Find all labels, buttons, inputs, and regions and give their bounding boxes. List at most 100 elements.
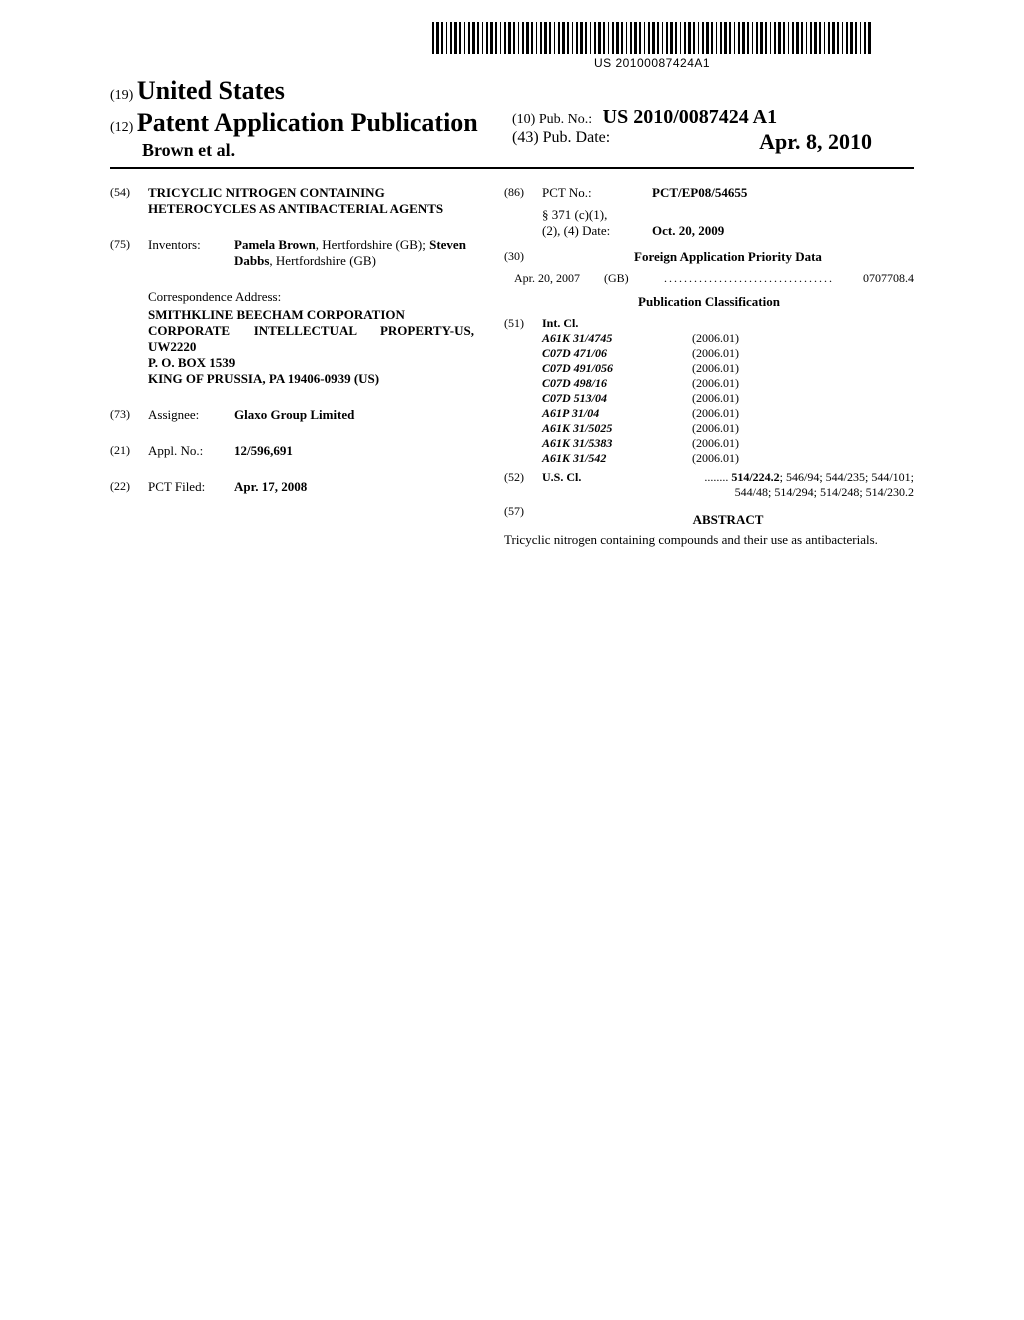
title-field: (54) TRICYCLIC NITROGEN CONTAINING HETER…: [110, 185, 474, 217]
intcl-code: C07D 471/06: [542, 346, 692, 361]
intcl-version: (2006.01): [692, 376, 914, 391]
intcl-code: A61K 31/5383: [542, 436, 692, 451]
pub-no: US 2010/0087424 A1: [603, 106, 777, 128]
appl-no-value: 12/596,691: [234, 443, 474, 459]
country: United States: [137, 76, 285, 105]
abstract-body: Tricyclic nitrogen containing compounds …: [504, 532, 914, 548]
s371-value: Oct. 20, 2009: [652, 223, 914, 239]
assignee-field: (73) Assignee: Glaxo Group Limited: [110, 407, 474, 423]
pct-filed-label: PCT Filed:: [148, 479, 234, 495]
code-30: (30): [504, 249, 542, 271]
inventors-label: Inventors:: [148, 237, 234, 269]
uscl-dots: ........: [704, 470, 731, 484]
uscl-line2: 544/48; 514/294; 514/248; 514/230.2: [504, 485, 914, 500]
inventor-2-loc: , Hertfordshire (GB): [269, 253, 376, 268]
pct-filed-field: (22) PCT Filed: Apr. 17, 2008: [110, 479, 474, 495]
right-column: (86) PCT No.: PCT/EP08/54655 § 371 (c)(1…: [504, 185, 914, 548]
intcl-row: C07D 513/04(2006.01): [504, 391, 914, 406]
corr-line3: P. O. BOX 1539: [148, 355, 474, 371]
assignee-label: Assignee:: [148, 407, 234, 423]
intcl-version: (2006.01): [692, 451, 914, 466]
intcl-row: A61K 31/4745(2006.01): [504, 331, 914, 346]
pub-date-label: Pub. Date:: [543, 129, 611, 146]
uscl-rest: ; 546/94; 544/235; 544/101;: [780, 470, 914, 484]
intcl-label: Int. Cl.: [542, 316, 578, 331]
header-right: (10) Pub. No.: US 2010/0087424 A1 (43) P…: [512, 76, 914, 161]
code-21: (21): [110, 443, 148, 459]
code-52: (52): [504, 470, 542, 485]
priority-date: Apr. 20, 2007: [504, 271, 604, 286]
intcl-row: C07D 471/06(2006.01): [504, 346, 914, 361]
intcl-version: (2006.01): [692, 346, 914, 361]
abstract-heading: ABSTRACT: [542, 512, 914, 528]
code-75: (75): [110, 237, 148, 269]
intcl-row: C07D 491/056(2006.01): [504, 361, 914, 376]
code-12: (12): [110, 120, 133, 135]
code-51: (51): [504, 316, 542, 331]
intcl-row: A61K 31/5025(2006.01): [504, 421, 914, 436]
inventor-1-loc: , Hertfordshire (GB);: [316, 237, 429, 252]
uscl-values: ........ 514/224.2; 546/94; 544/235; 544…: [602, 470, 914, 485]
correspondence-body: SMITHKLINE BEECHAM CORPORATION CORPORATE…: [148, 307, 474, 387]
intcl-code: C07D 498/16: [542, 376, 692, 391]
intcl-version: (2006.01): [692, 436, 914, 451]
pct-no-label: PCT No.:: [542, 185, 652, 201]
corr-line2: CORPORATE INTELLECTUAL PROPERTY-US, UW22…: [148, 323, 474, 355]
appl-no-label: Appl. No.:: [148, 443, 234, 459]
pct-filed-value: Apr. 17, 2008: [234, 479, 474, 495]
code-57: (57): [504, 504, 542, 528]
columns: (54) TRICYCLIC NITROGEN CONTAINING HETER…: [110, 185, 914, 548]
inventor-1-name: Pamela Brown: [234, 237, 316, 252]
barcode-region: US 20100087424A1: [390, 22, 914, 70]
pct-no-value: PCT/EP08/54655: [652, 185, 914, 201]
intcl-code: A61K 31/5025: [542, 421, 692, 436]
code-43: (43): [512, 129, 539, 146]
uscl-row: (52) U.S. Cl. ........ 514/224.2; 546/94…: [504, 470, 914, 485]
intcl-code: C07D 491/056: [542, 361, 692, 376]
intcl-version: (2006.01): [692, 406, 914, 421]
authors: Brown et al.: [110, 140, 512, 161]
priority-dots: ..................................: [664, 271, 834, 286]
intcl-row: A61P 31/04(2006.01): [504, 406, 914, 421]
pct-no-field: (86) PCT No.: PCT/EP08/54655: [504, 185, 914, 201]
left-column: (54) TRICYCLIC NITROGEN CONTAINING HETER…: [110, 185, 474, 548]
header-left: (19) United States (12) Patent Applicati…: [110, 76, 512, 161]
code-22: (22): [110, 479, 148, 495]
intcl-version: (2006.01): [692, 421, 914, 436]
header: (19) United States (12) Patent Applicati…: [110, 76, 914, 169]
inventors-field: (75) Inventors: Pamela Brown, Hertfordsh…: [110, 237, 474, 269]
intcl-code: A61K 31/542: [542, 451, 692, 466]
corr-line4: KING OF PRUSSIA, PA 19406-0939 (US): [148, 371, 474, 387]
pub-date: Apr. 8, 2010: [759, 129, 872, 155]
foreign-heading: Foreign Application Priority Data: [542, 249, 914, 265]
barcode-graphic: [432, 22, 872, 54]
appl-no-field: (21) Appl. No.: 12/596,691: [110, 443, 474, 459]
intcl-row: A61K 31/5383(2006.01): [504, 436, 914, 451]
invention-title: TRICYCLIC NITROGEN CONTAINING HETEROCYCL…: [148, 185, 474, 217]
abstract-header: (57) ABSTRACT: [504, 504, 914, 528]
pub-class-heading: Publication Classification: [504, 294, 914, 310]
corr-line1: SMITHKLINE BEECHAM CORPORATION: [148, 307, 474, 323]
intcl-version: (2006.01): [692, 331, 914, 346]
uscl-label: U.S. Cl.: [542, 470, 602, 485]
s371-label1: § 371 (c)(1),: [542, 207, 652, 223]
intcl-code: A61K 31/4745: [542, 331, 692, 346]
intcl-version: (2006.01): [692, 361, 914, 376]
barcode-text: US 20100087424A1: [390, 56, 914, 70]
code-73: (73): [110, 407, 148, 423]
priority-row: Apr. 20, 2007 (GB) .....................…: [504, 271, 914, 286]
intcl-code: C07D 513/04: [542, 391, 692, 406]
code-54: (54): [110, 185, 148, 217]
intcl-rows: A61K 31/4745(2006.01)C07D 471/06(2006.01…: [504, 331, 914, 466]
intcl-code: A61P 31/04: [542, 406, 692, 421]
code-86: (86): [504, 185, 542, 201]
inventors-list: Pamela Brown, Hertfordshire (GB); Steven…: [234, 237, 474, 269]
intcl-version: (2006.01): [692, 391, 914, 406]
intcl-row: A61K 31/542(2006.01): [504, 451, 914, 466]
correspondence-label: Correspondence Address:: [148, 289, 474, 305]
intcl-row: C07D 498/16(2006.01): [504, 376, 914, 391]
s371-label2: (2), (4) Date:: [542, 223, 652, 239]
uscl-first: 514/224.2: [731, 470, 779, 484]
code-19: (19): [110, 88, 133, 103]
doc-type: Patent Application Publication: [137, 108, 478, 137]
